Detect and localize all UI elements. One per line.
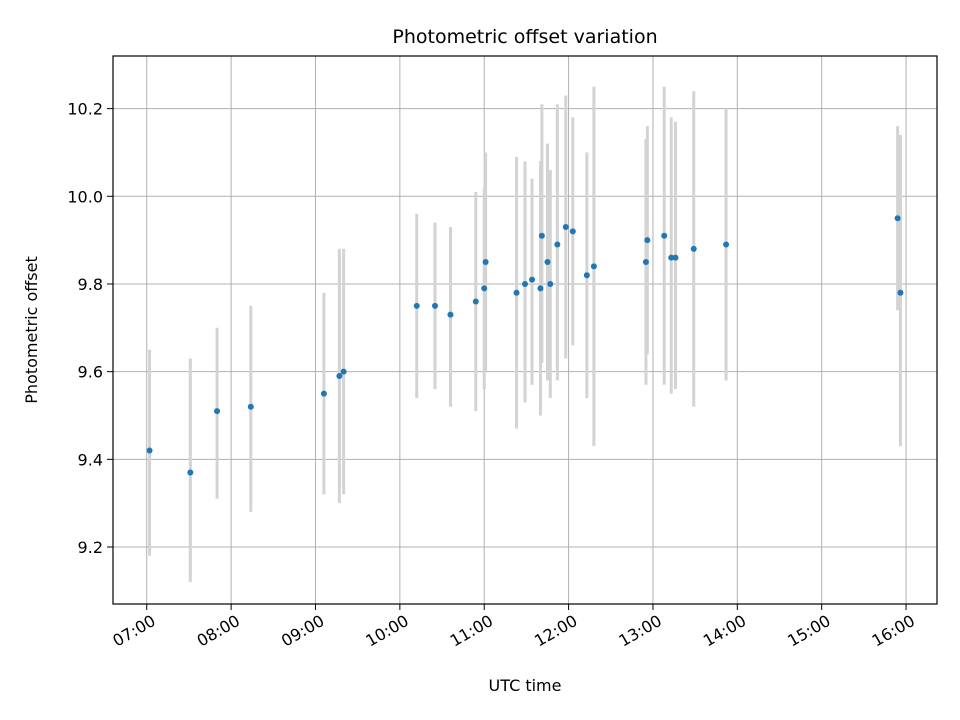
data-point: [432, 302, 439, 309]
data-point: [644, 237, 651, 244]
data-point: [894, 215, 901, 222]
data-point: [537, 285, 544, 292]
data-point: [481, 285, 488, 292]
y-axis: 9.2 9.4 9.6 9.8 10.0 10.2: [67, 100, 113, 557]
data-point: [562, 223, 569, 230]
data-point: [522, 280, 528, 287]
data-point: [897, 289, 904, 296]
data-point: [590, 263, 597, 270]
data-point: [247, 403, 254, 410]
data-point: [554, 241, 561, 248]
y-tick-label: 9.4: [78, 450, 103, 469]
y-tick-label: 9.8: [78, 275, 103, 294]
data-point: [538, 232, 545, 239]
data-point: [668, 254, 675, 261]
x-axis-label: UTC time: [489, 676, 562, 695]
data-point: [661, 232, 668, 239]
y-tick-label: 10.0: [67, 187, 103, 206]
data-point: [544, 259, 551, 266]
data-point: [513, 289, 520, 296]
plot-frame: [112, 55, 938, 605]
data-point: [642, 259, 649, 266]
data-point: [146, 447, 153, 454]
data-point: [529, 276, 536, 283]
data-point: [690, 245, 697, 252]
data-point: [482, 259, 489, 266]
data-point: [547, 280, 554, 287]
data-point: [187, 469, 194, 476]
data-point: [340, 368, 347, 375]
y-tick-label: 9.2: [78, 538, 103, 557]
data-point: [413, 302, 420, 309]
data-point: [672, 254, 679, 261]
data-point: [320, 390, 327, 397]
chart-title: Photometric offset variation: [392, 26, 657, 48]
data-point: [214, 408, 221, 415]
y-axis-label: Photometric offset: [22, 256, 41, 404]
data-point: [447, 311, 454, 318]
y-tick-label: 9.6: [78, 363, 103, 382]
data-point: [569, 228, 576, 235]
data-point: [472, 298, 479, 305]
data-point: [583, 272, 590, 279]
data-point: [723, 241, 730, 248]
y-tick-label: 10.2: [67, 100, 103, 119]
data-points: [146, 215, 904, 476]
data-point: [336, 373, 343, 380]
